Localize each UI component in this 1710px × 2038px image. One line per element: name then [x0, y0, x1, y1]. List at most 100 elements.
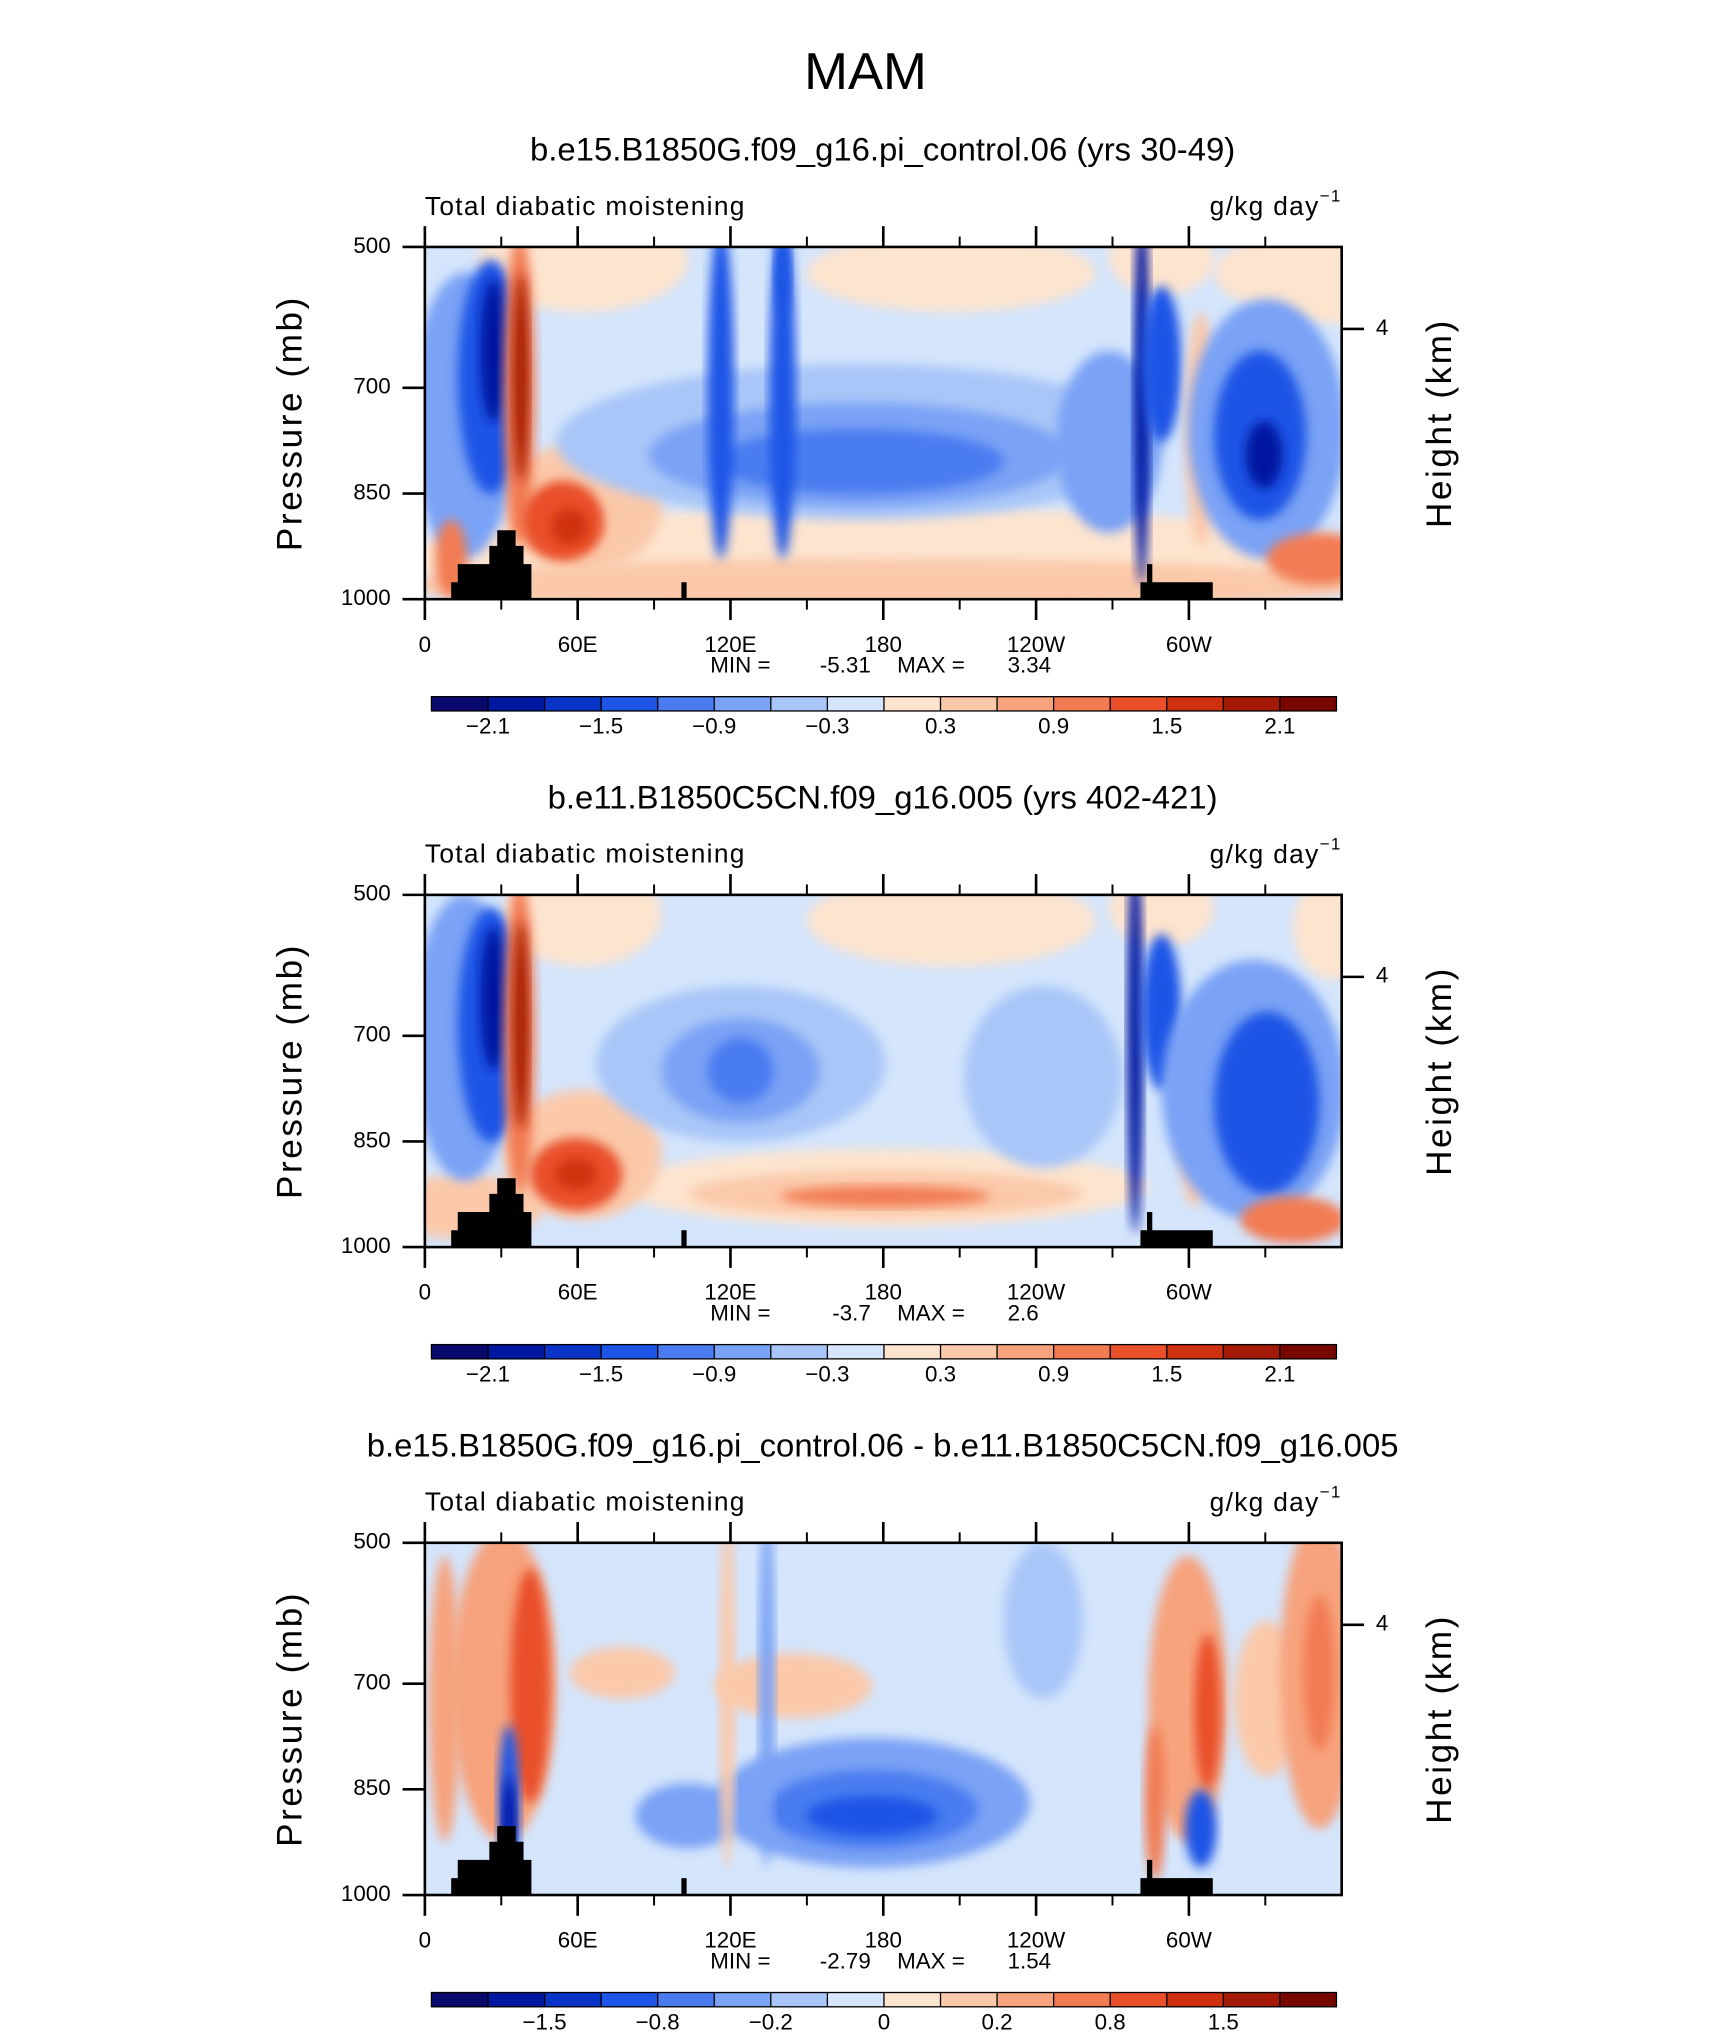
topography: [681, 582, 687, 600]
colorbar-box: [431, 696, 489, 711]
contour-region: [1214, 246, 1342, 324]
colorbar-tick-label: −0.3: [805, 714, 849, 739]
contour-region: [1303, 1594, 1336, 1751]
min-label: MIN =: [710, 1949, 770, 1974]
colorbar-tick-label: −2.1: [466, 1362, 510, 1387]
topography: [1140, 564, 1213, 600]
colorbar-box: [997, 696, 1054, 711]
x-tick-label: 60W: [1166, 1280, 1212, 1305]
colorbar-box: [601, 696, 658, 711]
colorbar-tick-label: −0.9: [692, 1362, 736, 1387]
colorbar-tick-label: 1.5: [1151, 1362, 1182, 1387]
x-tick-label: 120W: [1007, 632, 1065, 657]
colorbar-box: [488, 1344, 545, 1359]
topography: [681, 1878, 687, 1896]
colorbar-box: [997, 1992, 1054, 2007]
y-tick-label: 700: [353, 1022, 390, 1047]
contour-region: [806, 894, 1096, 967]
x-tick-label: 120W: [1007, 1928, 1065, 1953]
colorbar-tick-label: 2.1: [1264, 1362, 1295, 1387]
y-tick-label: 1000: [341, 1233, 391, 1258]
contour-region: [806, 1796, 938, 1836]
max-value: 1.54: [1008, 1949, 1052, 1974]
colorbar-box: [940, 1344, 998, 1359]
contour-region: [1240, 1196, 1342, 1244]
colorbar-box: [1110, 1992, 1167, 2007]
contour-region: [769, 246, 796, 559]
contour-region: [480, 927, 507, 1071]
units: g/kg day−1: [1210, 835, 1342, 869]
colorbar-box: [1223, 1344, 1280, 1359]
contour-region: [1245, 421, 1283, 489]
colorbar-box: [770, 696, 828, 711]
colorbar-box: [657, 1344, 715, 1359]
y2-axis-label: Height (km): [1420, 1614, 1459, 1824]
colorbar-tick-label: −0.3: [805, 1362, 849, 1387]
min-label: MIN =: [710, 653, 770, 678]
colorbar-box: [714, 696, 771, 711]
units: g/kg day−1: [1210, 1483, 1342, 1517]
colorbar-tick-label: −1.5: [579, 714, 623, 739]
min-value: -5.31: [820, 653, 871, 678]
colorbar-box: [883, 1344, 941, 1359]
y-tick-label: 700: [353, 1670, 390, 1695]
contour-region: [1141, 285, 1182, 442]
units-exponent: −1: [1320, 187, 1342, 206]
colorbar-box: [601, 1344, 658, 1359]
min-label: MIN =: [710, 1301, 770, 1326]
contour-region: [1194, 1633, 1221, 1790]
min-value: -3.7: [832, 1301, 871, 1326]
x-tick-label: 120W: [1007, 1280, 1065, 1305]
colorbar-tick-label: 0.3: [925, 1362, 956, 1387]
left-label: Total diabatic moistening: [425, 191, 746, 221]
colorbar-box: [1223, 696, 1280, 711]
contour-region: [1108, 246, 1215, 297]
contour-field: [424, 234, 1710, 600]
y2-axis-label: Height (km): [1420, 318, 1459, 528]
contour-region: [569, 1646, 675, 1699]
contour-region: [1003, 1542, 1083, 1699]
contour-region: [719, 1542, 736, 1868]
colorbar-box: [1110, 1344, 1167, 1359]
contour-region: [513, 272, 529, 481]
contour-region: [964, 985, 1123, 1168]
y-tick-label: 500: [353, 1529, 390, 1554]
x-tick-label: 60W: [1166, 1928, 1212, 1953]
colorbar-tick-label: 0.9: [1038, 714, 1069, 739]
units-text: g/kg day: [1210, 191, 1320, 221]
contour-region: [774, 246, 791, 312]
colorbar-frame: [430, 1991, 1338, 2008]
max-value: 3.34: [1008, 653, 1052, 678]
contour-region: [424, 558, 1342, 600]
contour-region: [1127, 894, 1144, 1233]
topography: [451, 530, 532, 600]
units-exponent: −1: [1320, 835, 1342, 854]
x-tick-label: 60E: [558, 1280, 598, 1305]
colorbar-box: [657, 696, 715, 711]
colorbar-tick-label: 0.9: [1038, 1362, 1069, 1387]
figure-title: MAM: [804, 43, 927, 101]
colorbar-box: [827, 696, 884, 711]
contour-region: [1701, 234, 1710, 338]
x-tick-label: 0: [419, 1928, 431, 1953]
colorbar-box: [544, 696, 602, 711]
contour-region: [758, 1542, 775, 1868]
topography: [1140, 1212, 1213, 1248]
colorbar-box: [1279, 696, 1337, 711]
y-tick-label: 850: [353, 1127, 390, 1152]
colorbar-tick-label: 0.3: [925, 714, 956, 739]
contour-region: [503, 894, 662, 967]
min-value: -2.79: [820, 1949, 871, 1974]
colorbar-box: [1166, 1344, 1224, 1359]
contour-region: [428, 1555, 461, 1842]
x-tick-label: 120E: [704, 632, 756, 657]
contour-region: [513, 920, 529, 1129]
contour-region: [555, 1158, 598, 1190]
max-label: MAX =: [897, 1949, 965, 1974]
contour-region: [1266, 532, 1342, 585]
left-label: Total diabatic moistening: [425, 839, 746, 869]
colorbar-tick-label: 0.8: [1095, 2010, 1126, 2035]
topography: [1140, 1859, 1213, 1896]
contour-region: [510, 1568, 550, 1803]
colorbar-box: [940, 1992, 998, 2007]
